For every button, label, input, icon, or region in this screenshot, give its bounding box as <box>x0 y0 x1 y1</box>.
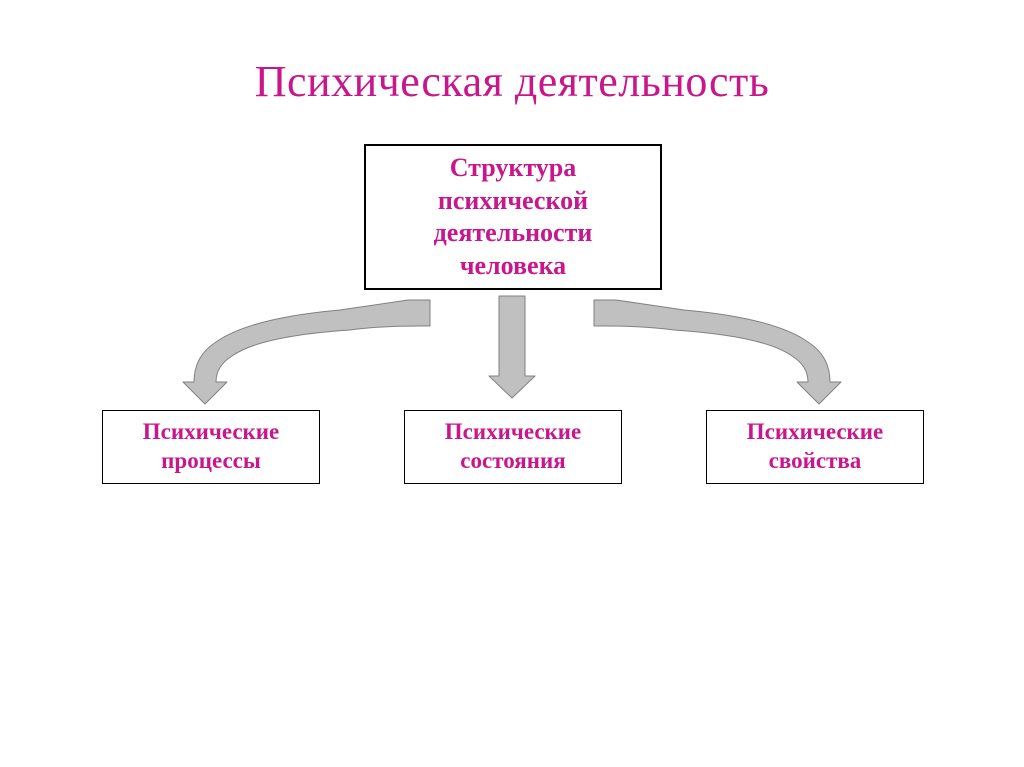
node-root: Структурапсихическойдеятельностичеловека <box>364 144 662 290</box>
node-child1: Психическиепроцессы <box>102 410 320 484</box>
arrow-left-icon <box>183 300 430 404</box>
slide: Психическая деятельность Структурапсихич… <box>0 0 1024 767</box>
arrow-right-icon <box>594 300 841 404</box>
slide-title: Психическая деятельность <box>0 56 1024 107</box>
arrow-layer <box>0 0 1024 767</box>
node-child3-label: Психическиесвойства <box>747 418 883 476</box>
node-child2-label: Психическиесостояния <box>445 418 581 476</box>
node-child3: Психическиесвойства <box>706 410 924 484</box>
node-child2: Психическиесостояния <box>404 410 622 484</box>
node-root-label: Структурапсихическойдеятельностичеловека <box>434 152 593 282</box>
arrow-center-icon <box>489 296 535 398</box>
node-child1-label: Психическиепроцессы <box>143 418 279 476</box>
